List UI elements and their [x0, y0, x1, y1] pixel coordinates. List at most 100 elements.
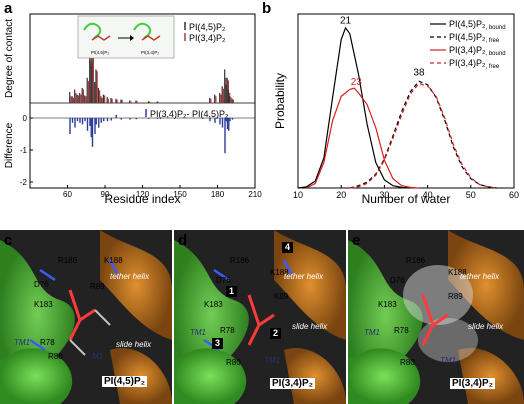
structure-panel-d: d 1 2 3 4 R186 K188 D76 K183 K89 R78 R80…: [174, 230, 346, 404]
label-d-9: tether helix: [284, 272, 324, 281]
bar-pi34-2: [75, 92, 77, 103]
panel-letter-c: c: [4, 232, 13, 249]
bar-pi34-32: [230, 97, 232, 103]
bar-diff-11: [94, 118, 96, 134]
bar-pi45-11: [94, 82, 96, 103]
title-d: PI(3,4)P₂: [270, 378, 316, 389]
marker-box-2: 2: [270, 328, 281, 339]
marker-box-1: 1: [226, 286, 237, 297]
xtick-label-b-3: 40: [423, 190, 433, 200]
annotation-2: 38: [413, 67, 425, 78]
legend-label-b-2: PI(3,4)P₂, bound: [449, 45, 506, 57]
bar-diff-1: [71, 118, 74, 123]
xtick-label-b-5: 60: [509, 190, 519, 200]
legend-main-b-0: PI(4,5)P₂: [449, 19, 486, 29]
chart-a: 0 -1 -2 60 90 120 150 180 210 Residue index Degree…: [4, 13, 262, 206]
bar-pi34-24: [210, 98, 212, 103]
panel-letter-b: b: [262, 0, 272, 17]
label-c-2: D76: [34, 280, 49, 289]
series-line-3: [349, 82, 497, 189]
bar-diff-6: [84, 118, 86, 122]
legend-sub-b-0: , bound: [486, 25, 506, 31]
inset-label-1: PI(4,5)P₂: [91, 50, 110, 55]
bar-pi34-33: [232, 99, 234, 103]
inset-protein-1: [83, 22, 102, 39]
xlabel-b: Number of water: [362, 192, 451, 206]
bar-pi34-16: [107, 98, 109, 103]
inset-protein-2: [133, 22, 152, 39]
bar-diff-28: [224, 118, 226, 154]
bar-pi45-10: [91, 44, 93, 103]
label-e-0: R186: [406, 256, 426, 265]
xtick-label-a-2: 120: [136, 190, 150, 199]
label-d-10: slide helix: [292, 322, 328, 331]
title-c: PI(4,5)P₂: [102, 376, 148, 387]
xtick-label-b-4: 50: [466, 190, 476, 200]
bar-diff-18: [115, 114, 117, 118]
xtick-label-a-0: 60: [63, 190, 72, 199]
xtick-label-b-1: 20: [336, 190, 346, 200]
label-c-7: TM1: [14, 338, 30, 347]
xtick-label-a-5: 210: [248, 190, 262, 199]
bar-pi34-1: [72, 97, 74, 103]
bar-pi34-12: [96, 71, 98, 103]
bar-diff-9: [90, 118, 92, 138]
bar-pi45-8: [89, 19, 91, 103]
panel-letter-e: e: [352, 232, 361, 249]
bar-pi45-18: [115, 98, 117, 103]
label-d-5: R78: [220, 326, 235, 335]
inset-lipid-1: [91, 35, 111, 41]
label-e-8: TM1: [440, 356, 456, 365]
bar-pi45-29: [225, 84, 227, 103]
bar-pi45-9: [90, 61, 92, 103]
bar-pi34-21: [136, 101, 138, 103]
label-c-6: R80: [48, 352, 63, 361]
bar-diff-32: [229, 118, 231, 122]
bar-diff-10: [91, 118, 94, 147]
bar-diff-14: [100, 118, 102, 123]
marker-box-3: 3: [212, 338, 223, 349]
title-e: PI(3,4)P₂: [450, 378, 496, 389]
bar-pi45-21: [135, 100, 137, 103]
bar-pi45-2: [74, 89, 76, 103]
series-line-0: [297, 26, 411, 189]
bar-pi34-19: [121, 99, 123, 103]
legend-main-b-2: PI(3,4)P₂: [449, 45, 486, 55]
bar-pi34-15: [104, 95, 106, 103]
xtick-label-a-3: 150: [173, 190, 187, 199]
chart-b: 10 20 30 40 50 60 Number of water Probability 21…: [273, 13, 519, 206]
bar-diff-30: [226, 118, 229, 130]
label-d-0: R186: [230, 256, 250, 265]
inset-label-2: PI(3,4)P₂: [141, 50, 160, 55]
bar-pi34-22: [149, 101, 151, 103]
series-line-2: [306, 87, 420, 189]
marker-box-4: 4: [282, 242, 293, 253]
bar-pi34-7: [87, 81, 89, 103]
bar-pi45-0: [69, 92, 71, 103]
bar-pi45-33: [231, 98, 233, 103]
bar-pi45-5: [81, 87, 83, 103]
bar-diff-3: [76, 118, 79, 122]
bar-diff-31: [228, 118, 230, 131]
legend-label-pi34: PI(3,4)P₂: [189, 33, 226, 43]
label-c-1: K188: [104, 256, 123, 265]
bar-diff-26: [219, 118, 221, 125]
label-c-10: slide helix: [116, 340, 152, 349]
label-c-8: M1: [92, 352, 104, 361]
bar-diff-5: [81, 118, 84, 125]
label-c-4: R89: [90, 282, 105, 291]
ylabel-top-a: Degree of contact: [4, 19, 15, 98]
legend-main-b-1: PI(4,5)P₂: [449, 32, 486, 42]
label-d-8: TM1: [264, 356, 280, 365]
legend-sub-b-1: , free: [486, 38, 500, 44]
bar-pi45-23: [156, 101, 158, 103]
bar-pi45-27: [221, 86, 223, 103]
bar-diff-15: [103, 118, 105, 122]
label-c-0: R186: [58, 256, 78, 265]
bar-pi34-10: [92, 50, 94, 103]
bar-pi34-26: [220, 94, 222, 103]
series-line-1: [349, 80, 497, 189]
label-d-7: TM1: [190, 328, 206, 337]
xtick-label-a-4: 180: [211, 190, 225, 199]
bar-pi45-3: [76, 94, 78, 103]
